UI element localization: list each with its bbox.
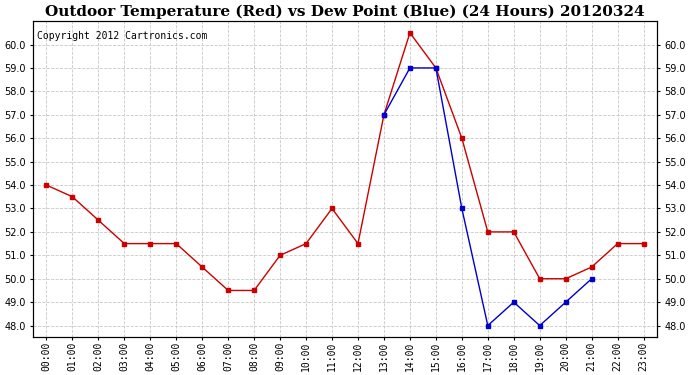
Title: Outdoor Temperature (Red) vs Dew Point (Blue) (24 Hours) 20120324: Outdoor Temperature (Red) vs Dew Point (… xyxy=(45,4,645,18)
Text: Copyright 2012 Cartronics.com: Copyright 2012 Cartronics.com xyxy=(37,31,207,40)
